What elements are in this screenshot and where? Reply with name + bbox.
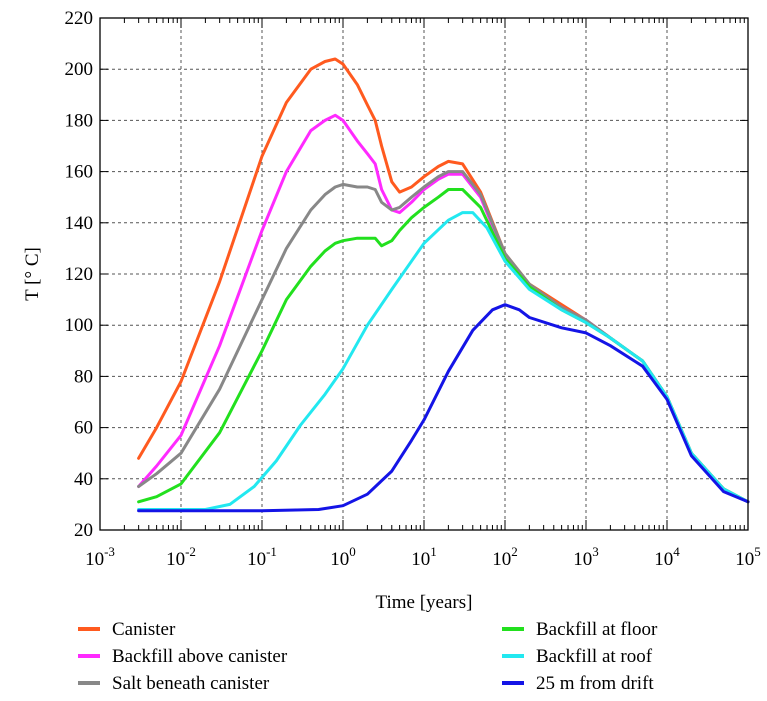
y-tick-label: 100 [65, 315, 94, 336]
grid-lines [100, 18, 748, 530]
series-line-3 [137, 188, 750, 504]
y-tick-label: 160 [65, 162, 94, 183]
x-axis-title: Time [years] [376, 592, 473, 613]
x-tick-exponent: -1 [266, 544, 277, 559]
y-tick-label: 140 [65, 213, 94, 234]
x-tick-base: 10 [330, 549, 349, 570]
x-tick-label: 101 [411, 544, 437, 570]
x-tick-exponent: 4 [673, 544, 680, 559]
x-tick-exponent: 2 [511, 544, 518, 559]
x-tick-base: 10 [166, 549, 185, 570]
x-tick-exponent: 5 [754, 544, 761, 559]
x-tick-label: 10-1 [247, 544, 277, 570]
x-tick-base: 10 [573, 549, 592, 570]
y-tick-label: 20 [74, 520, 93, 541]
legend-label: Backfill at roof [536, 646, 653, 667]
series-line-4 [137, 211, 750, 511]
x-tick-label: 100 [330, 544, 356, 570]
x-tick-label: 102 [492, 544, 518, 570]
x-tick-exponent: 1 [430, 544, 437, 559]
x-tick-exponent: -3 [104, 544, 115, 559]
y-tick-label: 200 [65, 59, 94, 80]
x-tick-label: 103 [573, 544, 599, 570]
series-line-2 [137, 170, 750, 504]
axis-ticks [99, 17, 749, 531]
x-tick-label: 10-2 [166, 544, 196, 570]
x-tick-label: 105 [735, 544, 761, 570]
series-line-5 [137, 303, 750, 513]
y-tick-label: 180 [65, 110, 94, 131]
x-tick-base: 10 [654, 549, 673, 570]
x-tick-base: 10 [85, 549, 104, 570]
y-tick-label: 220 [65, 8, 94, 29]
legend-label: Backfill at floor [536, 619, 658, 640]
x-tick-base: 10 [411, 549, 430, 570]
x-tick-label: 104 [654, 544, 680, 570]
legend-label: Salt beneath canister [112, 673, 270, 694]
series-line-0 [137, 57, 750, 504]
legend: Canister Backfill above canister Salt bene… [78, 619, 658, 694]
legend-label: Canister [112, 619, 176, 640]
y-axis-title: T [° C] [22, 247, 43, 301]
series-lines [137, 57, 750, 513]
x-tick-label: 10-3 [85, 544, 115, 570]
y-tick-label: 120 [65, 264, 94, 285]
x-tick-base: 10 [735, 549, 754, 570]
y-tick-label: 40 [74, 469, 93, 490]
y-tick-label: 60 [74, 418, 93, 439]
x-tick-exponent: 0 [349, 544, 356, 559]
x-tick-exponent: 3 [592, 544, 599, 559]
x-tick-base: 10 [247, 549, 266, 570]
x-tick-labels: 10-3 10-2 10-1 100 101 102 103 104 105 [85, 544, 761, 570]
x-tick-exponent: -2 [185, 544, 196, 559]
legend-label: Backfill above canister [112, 646, 288, 667]
legend-label: 25 m from drift [536, 673, 654, 694]
y-tick-labels: 20 40 60 80 100 120 140 160 180 200 220 [65, 8, 94, 541]
y-tick-label: 80 [74, 366, 93, 387]
x-tick-base: 10 [492, 549, 511, 570]
